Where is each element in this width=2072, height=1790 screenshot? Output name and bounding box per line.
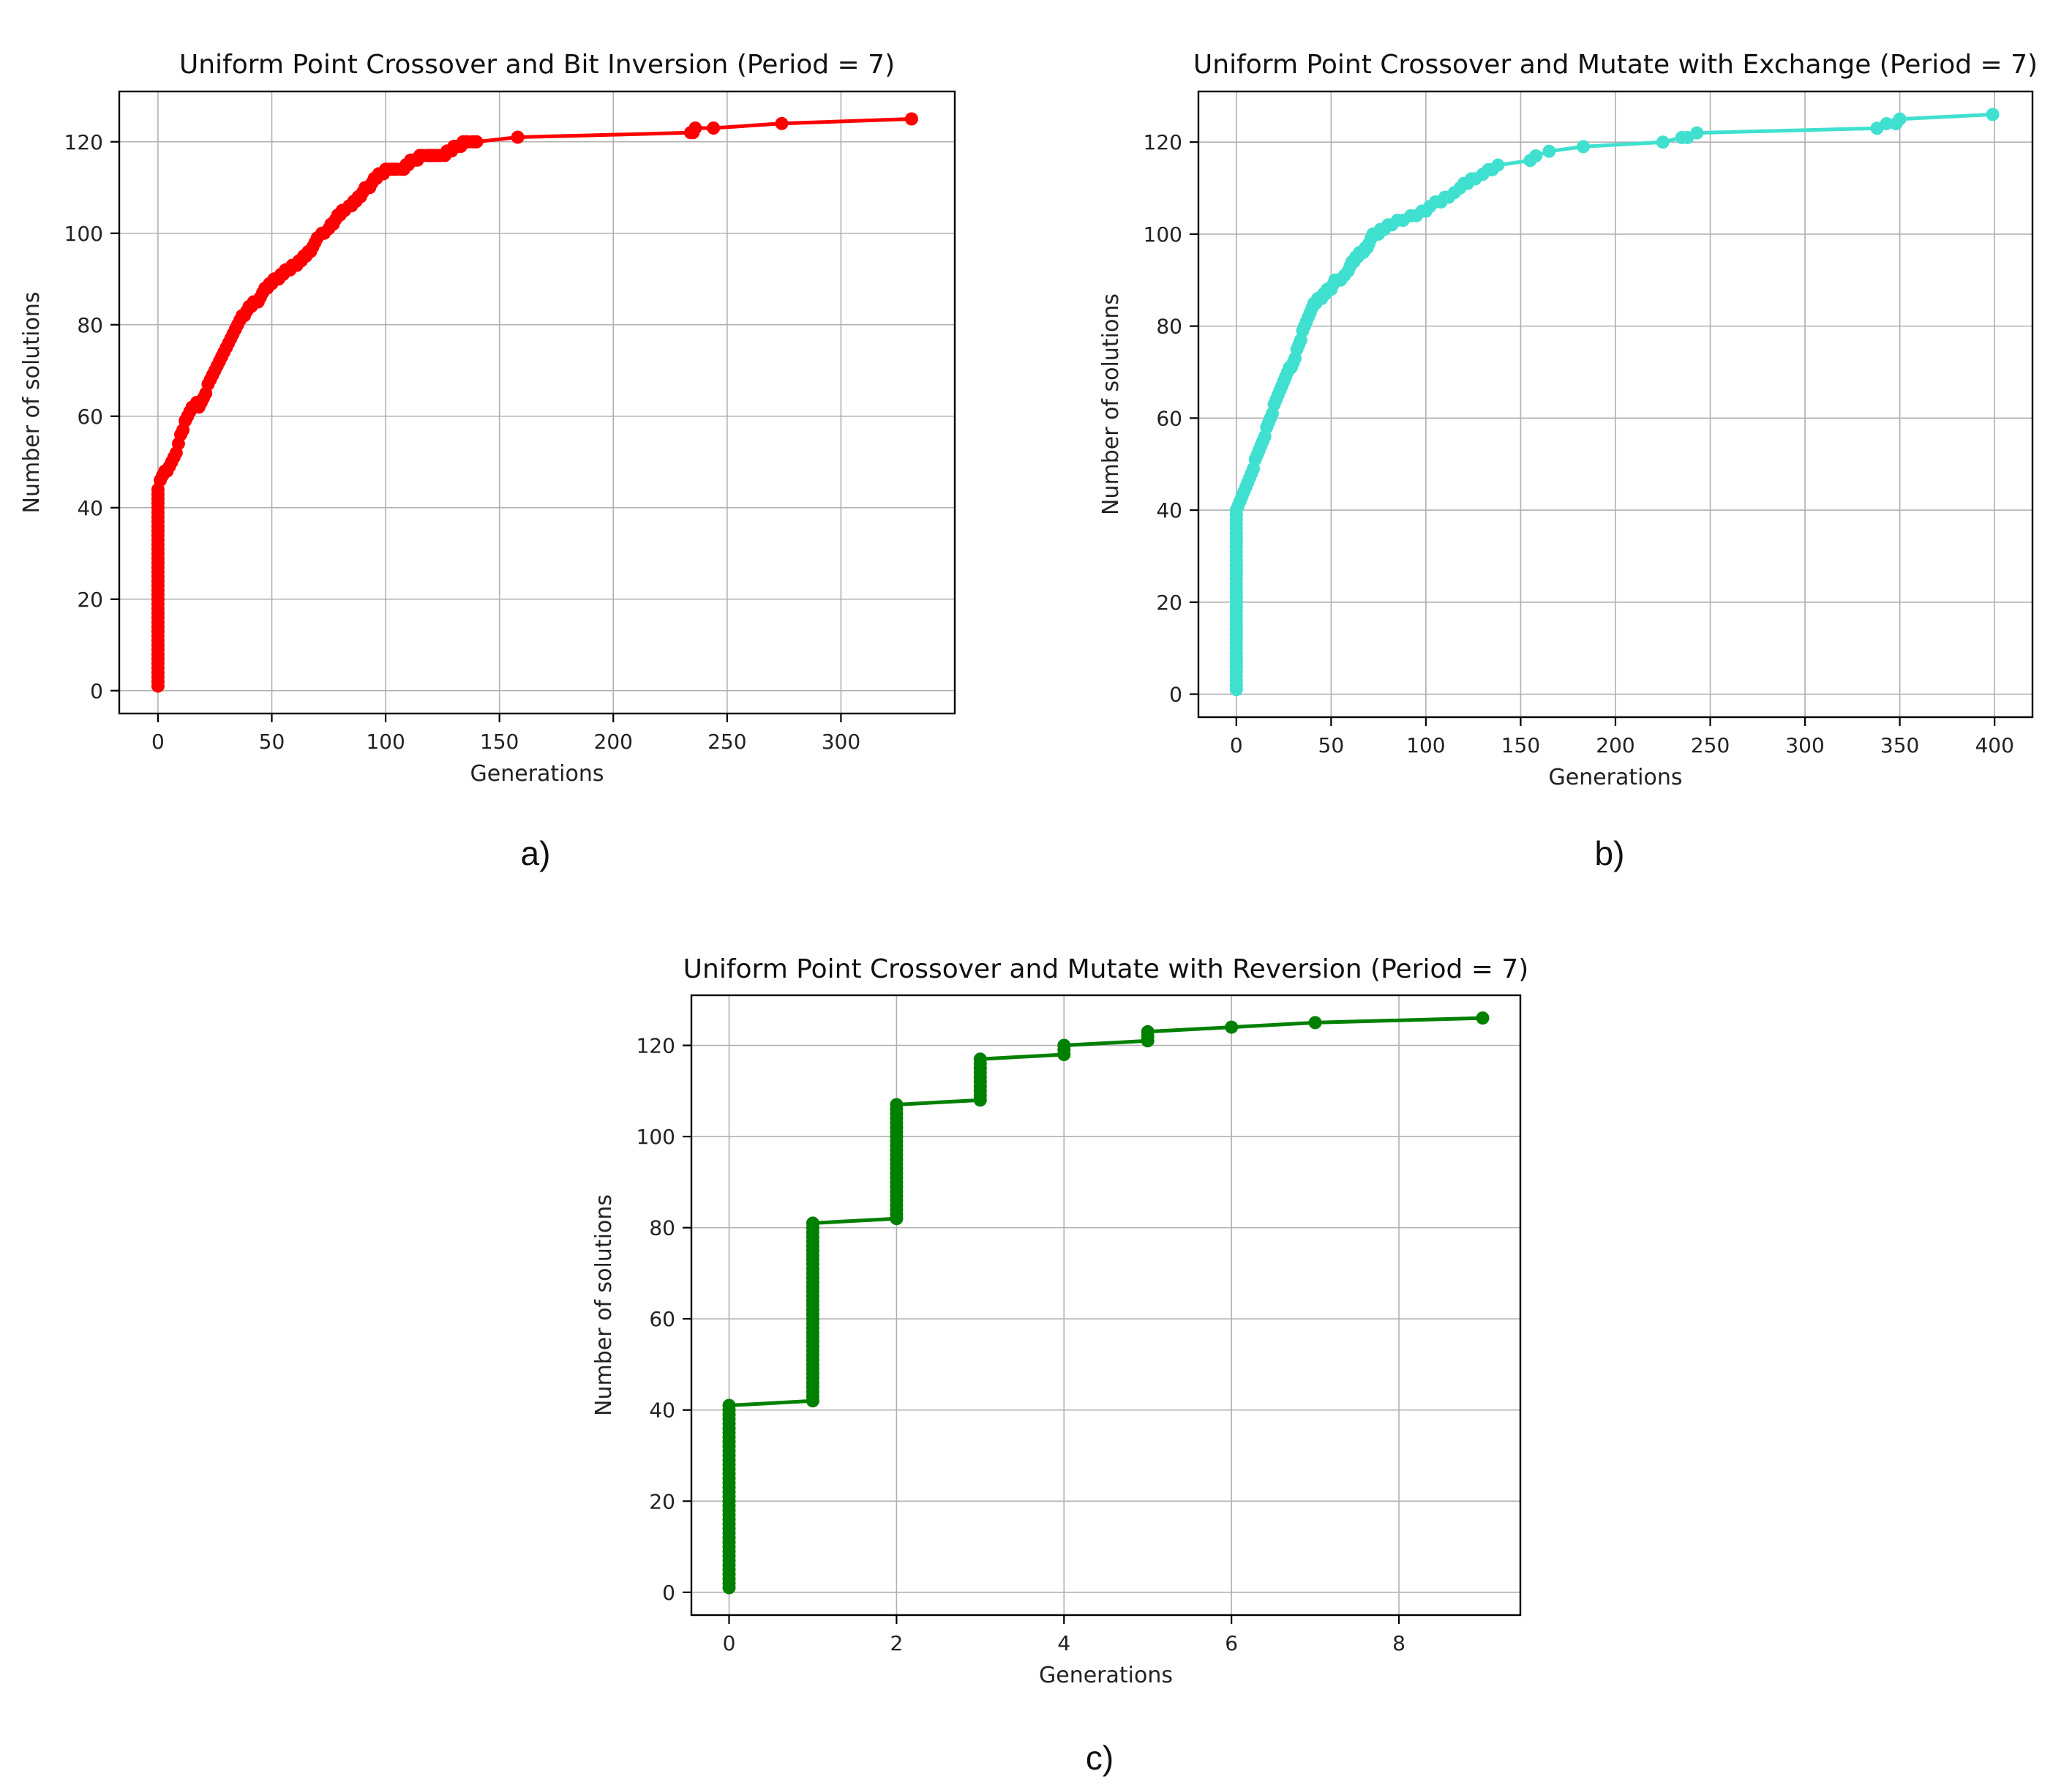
series-polyline xyxy=(1234,112,1993,690)
series-line xyxy=(1234,112,1993,690)
data-point xyxy=(1476,1011,1490,1025)
plot-frame xyxy=(118,90,956,715)
series-polyline xyxy=(156,117,912,686)
plot-frame xyxy=(690,994,1522,1617)
data-point xyxy=(1308,1016,1322,1030)
x-tick-label: 50 xyxy=(259,730,285,754)
y-tick-label: 100 xyxy=(64,222,103,246)
y-tick-label: 20 xyxy=(1156,591,1182,615)
y-tick-label: 120 xyxy=(1144,130,1182,154)
grid xyxy=(691,995,1520,1615)
y-tick-label: 60 xyxy=(1156,406,1182,430)
x-tick-label: 100 xyxy=(1406,733,1445,757)
data-point xyxy=(1057,1038,1071,1052)
x-tick-label: 150 xyxy=(1501,733,1540,757)
x-tick-label: 8 xyxy=(1392,1631,1405,1655)
y-tick-label: 0 xyxy=(90,679,103,703)
y-tick-label: 120 xyxy=(64,130,103,154)
x-tick-label: 2 xyxy=(890,1631,903,1655)
grid xyxy=(1198,91,2032,717)
x-tick-label: 250 xyxy=(1691,733,1730,757)
y-tick-label: 60 xyxy=(77,405,103,429)
x-tick-label: 0 xyxy=(723,1631,736,1655)
x-tick-label: 6 xyxy=(1225,1631,1238,1655)
x-tick-label: 300 xyxy=(1785,733,1824,757)
y-tick-label: 40 xyxy=(649,1398,675,1423)
series-polyline xyxy=(727,1016,1483,1588)
y-tick-label: 100 xyxy=(1144,222,1182,247)
chart-title: Uniform Point Crossover and Mutate with … xyxy=(1193,50,2038,80)
grid xyxy=(119,91,955,714)
x-axis-label: Generations xyxy=(1039,1663,1173,1688)
data-point xyxy=(904,112,918,126)
data-point xyxy=(511,130,525,144)
panel-label-b: b) xyxy=(1595,834,1625,872)
data-point xyxy=(973,1052,987,1066)
y-tick-label: 0 xyxy=(1169,683,1182,707)
y-tick-label: 0 xyxy=(662,1581,675,1605)
ticks: 0 50 100 150 200 250 300 0 20 40 60 80 100 120 xyxy=(64,130,861,754)
data-point xyxy=(470,135,484,149)
data-point xyxy=(775,116,789,130)
series-line xyxy=(156,117,912,686)
panel-label-a: a) xyxy=(521,834,551,872)
x-tick-label: 350 xyxy=(1880,733,1919,757)
x-tick-label: 50 xyxy=(1318,733,1345,757)
data-point xyxy=(1690,126,1704,140)
y-tick-label: 80 xyxy=(649,1216,675,1240)
data-point xyxy=(806,1216,819,1230)
y-tick-label: 100 xyxy=(637,1125,675,1149)
data-point xyxy=(1656,135,1670,149)
x-tick-label: 150 xyxy=(480,730,519,754)
data-point xyxy=(1893,112,1907,126)
y-tick-label: 40 xyxy=(77,496,103,520)
x-tick-label: 400 xyxy=(1975,733,2013,757)
y-tick-label: 20 xyxy=(77,588,103,612)
x-tick-label: 200 xyxy=(1596,733,1634,757)
data-point xyxy=(1225,1020,1239,1034)
chart-title: Uniform Point Crossover and Mutate with … xyxy=(683,954,1529,984)
x-tick-label: 100 xyxy=(366,730,405,754)
data-point xyxy=(722,1398,736,1412)
x-tick-label: 300 xyxy=(822,730,860,754)
data-point xyxy=(1577,140,1590,154)
y-axis-label: Number of solutions xyxy=(19,292,45,514)
x-axis-label: Generations xyxy=(470,761,604,787)
x-tick-label: 4 xyxy=(1057,1631,1070,1655)
chart-panel-a: 0 50 100 150 200 250 300 0 20 40 60 80 100 120 Unifor… xyxy=(19,50,956,872)
data-point xyxy=(1880,117,1893,130)
data-point xyxy=(1542,144,1556,158)
data-point xyxy=(707,121,721,135)
y-tick-label: 80 xyxy=(1156,315,1182,339)
series-markers xyxy=(722,1011,1490,1595)
x-axis-label: Generations xyxy=(1549,765,1683,790)
y-axis-label: Number of solutions xyxy=(1098,293,1124,515)
ticks: 0 50 100 150 200 250 300 350 400 0 20 40 60 80 100 120 xyxy=(1144,130,2014,757)
series-markers xyxy=(1229,108,2000,697)
data-point xyxy=(890,1098,904,1112)
series-line xyxy=(727,1016,1483,1588)
y-axis-label: Number of solutions xyxy=(591,1194,617,1416)
data-point xyxy=(1491,158,1505,172)
x-tick-label: 0 xyxy=(1230,733,1243,757)
y-tick-label: 40 xyxy=(1156,498,1182,523)
data-point xyxy=(1986,108,2000,121)
x-tick-label: 250 xyxy=(707,730,746,754)
data-point xyxy=(1141,1025,1155,1038)
series-markers xyxy=(151,112,918,693)
data-point xyxy=(1529,149,1543,162)
chart-panel-b: 0 50 100 150 200 250 300 350 400020406080100120 … xyxy=(1098,50,2038,872)
chart-title: Uniform Point Crossover and Bit Inversio… xyxy=(179,50,895,80)
y-tick-label: 20 xyxy=(649,1489,675,1513)
y-tick-label: 80 xyxy=(77,313,103,337)
y-tick-label: 120 xyxy=(637,1034,675,1058)
panel-label-c: c) xyxy=(1086,1739,1114,1777)
x-tick-label: 0 xyxy=(151,730,165,754)
x-tick-label: 200 xyxy=(594,730,633,754)
y-tick-label: 60 xyxy=(649,1307,675,1331)
data-point xyxy=(688,121,702,135)
